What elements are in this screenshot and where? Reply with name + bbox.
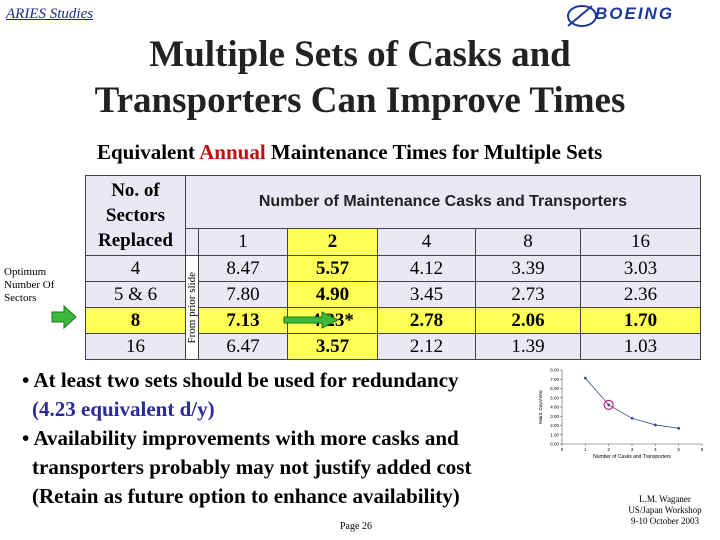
point — [630, 416, 634, 420]
spacer-cell — [184, 228, 199, 256]
x-tick-label: 2 — [607, 447, 610, 452]
author-block: L.M. Waganer US/Japan Workshop 9-10 Octo… — [615, 494, 715, 527]
x-axis-label: Number of Casks and Transporters — [593, 454, 671, 460]
column-header: 8 — [474, 228, 581, 256]
bullet-cont: transporters probably may not justify ad… — [32, 455, 472, 479]
point — [653, 423, 657, 427]
cell: 5.57 — [286, 255, 378, 282]
cell: 1.39 — [474, 333, 581, 360]
subtitle: Equivalent Annual Maintenance Times for … — [97, 140, 602, 165]
y-tick-label: 8.00 — [550, 368, 559, 373]
title: Multiple Sets of Casks and Transporters … — [0, 32, 720, 124]
group-header: Number of Maintenance Casks and Transpor… — [184, 175, 701, 229]
data-table: No. of Sectors Replaced Number of Mainte… — [85, 175, 701, 360]
y-tick-label: 7.00 — [550, 377, 559, 382]
y-axis-label: Maint. Days/Year — [538, 389, 543, 424]
point — [607, 403, 611, 407]
cell: 3.57 — [286, 333, 378, 360]
inset-chart: 0.00 1.00 2.00 3.00 4.00 5.00 6.00 7.00 8.00 0 1 2 3… — [538, 368, 704, 461]
row-header: 4 — [85, 255, 186, 282]
y-tick-label: 6.00 — [550, 386, 559, 391]
vertical-note: From prior slide — [185, 271, 198, 344]
cell: 2.12 — [376, 333, 476, 360]
cell: 2.06 — [474, 307, 581, 334]
cell: 2.36 — [579, 281, 701, 308]
cell: 6.47 — [197, 333, 288, 360]
date: 9-10 October 2003 — [631, 516, 699, 526]
cell: 2.73 — [474, 281, 581, 308]
x-tick-label: 4 — [654, 447, 657, 452]
event: US/Japan Workshop — [628, 505, 702, 515]
title-line: Multiple Sets of Casks and — [149, 34, 571, 75]
column-header: 2 — [286, 228, 378, 256]
column-header: 1 — [197, 228, 288, 256]
y-tick-label: 2.00 — [550, 423, 559, 428]
y-tick-label: 4.00 — [550, 405, 559, 410]
x-tick-label: 3 — [631, 447, 634, 452]
logo: BOEING — [595, 4, 675, 23]
column-header: 16 — [579, 228, 701, 256]
bullet: • Availability improvements with more ca… — [22, 426, 459, 450]
page-number: Page 26 — [340, 521, 372, 532]
green-arrow — [51, 305, 77, 329]
bullet: • At least two sets should be used for r… — [22, 368, 459, 392]
x-tick-label: 0 — [561, 447, 564, 452]
cell: 3.39 — [474, 255, 581, 282]
bullet-note: (4.23 equivalent d/y) — [32, 397, 215, 421]
y-tick-label: 0.00 — [550, 442, 559, 447]
cell: 3.45 — [376, 281, 476, 308]
cell: 2.78 — [376, 307, 476, 334]
logo-mark — [567, 5, 597, 27]
cell: 1.70 — [579, 307, 701, 334]
cell: 3.03 — [579, 255, 701, 282]
y-tick-label: 1.00 — [550, 432, 559, 437]
y-tick-label: 5.00 — [550, 395, 559, 400]
cell: 8.47 — [197, 255, 288, 282]
corner-header: No. of Sectors Replaced — [85, 175, 186, 256]
cell: 7.13 — [197, 307, 288, 334]
row-header: 5 & 6 — [85, 281, 186, 308]
subtitle-part: Equivalent — [97, 140, 200, 164]
series-name: ARIES Studies — [6, 6, 94, 22]
series-line — [585, 377, 679, 429]
row-header: 8 — [85, 307, 186, 334]
column-header: 4 — [376, 228, 476, 256]
subtitle-part: Maintenance Times for Multiple Sets — [265, 140, 603, 164]
side-label: Optimum Number Of Sectors — [4, 266, 55, 304]
cell: 4.90 — [286, 281, 378, 308]
point — [583, 376, 587, 380]
subtitle-highlight: Annual — [199, 140, 266, 164]
author: L.M. Waganer — [639, 494, 691, 504]
x-tick-label: 6 — [701, 447, 704, 452]
x-tick-label: 5 — [677, 447, 680, 452]
cell: 4.12 — [376, 255, 476, 282]
x-tick-label: 1 — [584, 447, 587, 452]
cell: 7.80 — [197, 281, 288, 308]
y-tick-label: 3.00 — [550, 414, 559, 419]
title-line: Transporters Can Improve Times — [94, 80, 626, 121]
bullet-note: (Retain as future option to enhance avai… — [32, 484, 460, 508]
side-strip: From prior slide — [184, 255, 199, 360]
highlight-ring — [603, 399, 614, 410]
point — [677, 426, 681, 430]
green-arrow — [283, 311, 340, 329]
row-header: 16 — [85, 333, 186, 360]
cell: 1.03 — [579, 333, 701, 360]
